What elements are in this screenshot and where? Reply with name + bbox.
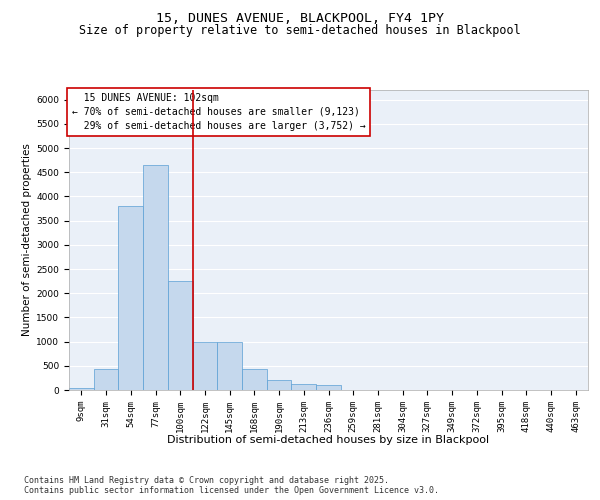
Bar bbox=[316, 385, 341, 390]
Bar bbox=[267, 380, 292, 390]
Bar bbox=[94, 369, 118, 390]
Bar bbox=[69, 388, 94, 390]
Bar bbox=[217, 342, 242, 390]
Bar bbox=[193, 342, 217, 390]
Text: Size of property relative to semi-detached houses in Blackpool: Size of property relative to semi-detach… bbox=[79, 24, 521, 37]
Y-axis label: Number of semi-detached properties: Number of semi-detached properties bbox=[22, 144, 32, 336]
Bar bbox=[143, 165, 168, 390]
Text: 15, DUNES AVENUE, BLACKPOOL, FY4 1PY: 15, DUNES AVENUE, BLACKPOOL, FY4 1PY bbox=[156, 12, 444, 26]
Bar bbox=[242, 369, 267, 390]
X-axis label: Distribution of semi-detached houses by size in Blackpool: Distribution of semi-detached houses by … bbox=[167, 434, 490, 445]
Bar bbox=[168, 281, 193, 390]
Bar bbox=[292, 384, 316, 390]
Bar bbox=[118, 206, 143, 390]
Text: Contains HM Land Registry data © Crown copyright and database right 2025.
Contai: Contains HM Land Registry data © Crown c… bbox=[24, 476, 439, 495]
Text: 15 DUNES AVENUE: 102sqm
← 70% of semi-detached houses are smaller (9,123)
  29% : 15 DUNES AVENUE: 102sqm ← 70% of semi-de… bbox=[71, 93, 365, 131]
